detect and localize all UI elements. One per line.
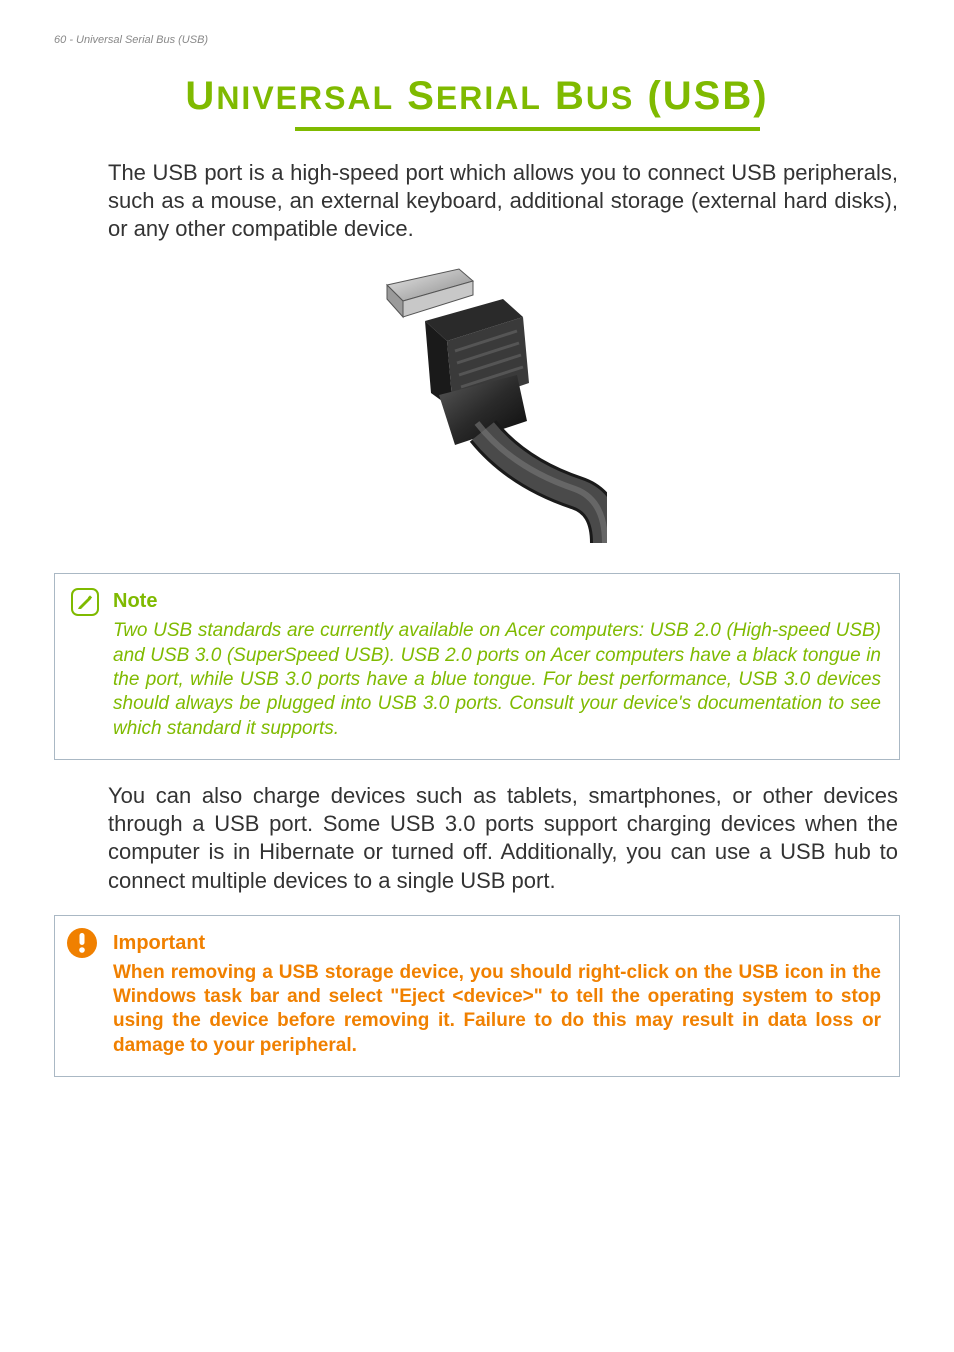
page-number: 60 [54, 34, 66, 46]
important-title: Important [113, 932, 881, 955]
page-header: 60 - Universal Serial Bus (USB) [54, 34, 900, 46]
important-callout: Important When removing a USB storage de… [54, 915, 900, 1077]
page-title: UNIVERSAL SERIAL BUS (USB) [185, 74, 768, 118]
note-callout: Note Two USB standards are currently ava… [54, 573, 900, 760]
note-body: Two USB standards are currently availabl… [113, 619, 881, 741]
intro-paragraph: The USB port is a high-speed port which … [108, 159, 898, 243]
exclamation-icon [65, 926, 99, 960]
note-title: Note [113, 590, 881, 613]
important-body: When removing a USB storage device, you … [113, 961, 881, 1058]
charging-paragraph: You can also charge devices such as tabl… [108, 782, 898, 895]
usb-connector-illustration [347, 263, 607, 543]
document-page: 60 - Universal Serial Bus (USB) UNIVERSA… [0, 0, 954, 1179]
pencil-icon [71, 588, 99, 616]
title-underline [295, 127, 760, 131]
page-title-block: UNIVERSAL SERIAL BUS (USB) [104, 74, 850, 131]
header-section: Universal Serial Bus (USB) [76, 34, 208, 46]
